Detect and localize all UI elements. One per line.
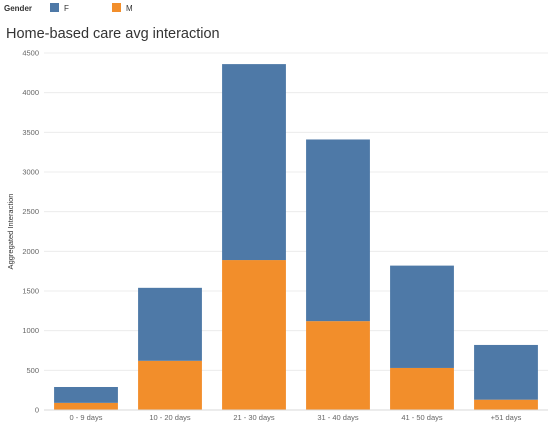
y-tick-label: 2500 — [22, 207, 39, 216]
y-tick-label: 500 — [26, 366, 39, 375]
bar-m-3 — [306, 321, 370, 410]
x-tick-label: 41 - 50 days — [401, 413, 443, 422]
x-tick-label: 0 - 9 days — [70, 413, 103, 422]
y-axis-label: Aggregated Interaction — [6, 194, 15, 270]
y-tick-label: 2000 — [22, 247, 39, 256]
chart-title: Home-based care avg interaction — [6, 26, 220, 42]
y-tick-label: 4500 — [22, 49, 39, 58]
bar-f-4 — [390, 265, 454, 368]
bar-m-1 — [138, 360, 202, 410]
x-tick-label: 10 - 20 days — [149, 413, 191, 422]
bar-f-0 — [54, 386, 118, 403]
bar-f-2 — [222, 64, 286, 261]
bar-m-5 — [474, 399, 538, 410]
y-tick-label: 3000 — [22, 168, 39, 177]
legend-label-m: M — [126, 4, 133, 13]
bar-m-0 — [54, 402, 118, 410]
y-tick-label: 0 — [35, 406, 39, 415]
x-tick-label: 31 - 40 days — [317, 413, 359, 422]
x-tick-label: +51 days — [491, 413, 522, 422]
legend-title: Gender — [4, 4, 33, 13]
legend-label-f: F — [64, 4, 69, 13]
bar-m-4 — [390, 367, 454, 410]
y-tick-label: 1000 — [22, 326, 39, 335]
y-tick-label: 3500 — [22, 128, 39, 137]
x-tick-label: 21 - 30 days — [233, 413, 275, 422]
bar-f-3 — [306, 139, 370, 322]
legend-swatch-m — [112, 3, 121, 12]
y-tick-label: 1500 — [22, 287, 39, 296]
legend-swatch-f — [50, 3, 59, 12]
bar-f-1 — [138, 287, 202, 361]
bar-m-2 — [222, 260, 286, 410]
bar-f-5 — [474, 344, 538, 400]
y-tick-label: 4000 — [22, 88, 39, 97]
